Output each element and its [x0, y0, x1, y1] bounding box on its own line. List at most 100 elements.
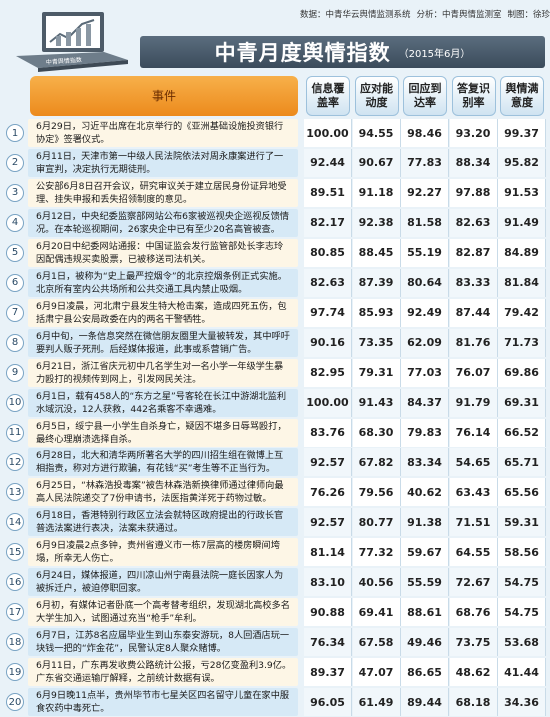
index-value: 82.95 [304, 358, 352, 387]
index-value: 76.14 [449, 418, 498, 447]
index-value: 88.34 [449, 148, 498, 177]
index-value: 61.49 [352, 688, 401, 717]
table-row: 9 6月21日，浙江省庆元初中几名学生对一名小学一年级学生暴力殴打的视频传到网上，… [6, 358, 546, 387]
index-value: 82.63 [449, 208, 498, 237]
table-row: 6 6月1日，被称为“史上最严控烟令”的北京控烟条例正式实施。北京所有室内公共场所… [6, 268, 546, 297]
row-number: 3 [6, 183, 24, 202]
table-row: 19 6月11日，广东再发收费公路统计公报，亏28亿变盈利3.9亿。广东省交通运输… [6, 658, 546, 687]
index-value: 94.55 [352, 119, 401, 147]
credit-data: 数据：中青华云舆情监测系统 [300, 10, 411, 20]
index-value: 92.38 [352, 208, 401, 237]
event-text: 6月12日，中央纪委监察部网站公布6家被巡视央企巡视反馈情况。在本轮巡视期间，2… [28, 208, 298, 237]
row-number: 2 [6, 153, 24, 172]
event-text: 6月7日，江苏8名应届毕业生到山东泰安游玩，8人回酒店玩一块钱一把的“炸金花”，… [28, 628, 298, 657]
index-value: 91.38 [401, 508, 449, 537]
index-value: 48.62 [449, 658, 498, 687]
row-number: 4 [6, 213, 24, 232]
table-row: 14 6月18日，香港特别行政区立法会就特区政府提出的行政长官普选法案进行表决，法… [6, 508, 546, 537]
table-row: 8 6月中旬，一条信息突然在微信朋友圈里大量被转发，其中呼吁要判人贩子死刑。后经媒… [6, 328, 546, 357]
index-value: 90.16 [304, 328, 352, 357]
title-banner: 中青月度舆情指数 （2015年6月） [140, 36, 545, 68]
row-number: 6 [6, 273, 24, 292]
event-text: 6月1日，被称为“史上最严控烟令”的北京控烟条例正式实施。北京所有室内公共场所和… [28, 268, 298, 297]
row-number: 8 [6, 333, 24, 352]
index-value: 65.71 [498, 448, 546, 477]
index-value: 90.67 [352, 148, 401, 177]
index-value: 80.64 [401, 268, 449, 297]
index-value: 59.67 [401, 538, 449, 567]
index-value: 93.20 [449, 119, 498, 147]
table-row: 15 6月9日凌晨2点多钟，贵州省遵义市一栋7层高的楼房瞬间垮塌，所幸无人伤亡。 8… [6, 538, 546, 567]
index-value: 55.19 [401, 238, 449, 267]
index-value: 80.85 [304, 238, 352, 267]
index-value: 63.43 [449, 478, 498, 507]
credit-drawing: 制图：徐珍珍 [507, 10, 550, 20]
index-value: 90.88 [304, 598, 352, 627]
index-value: 40.56 [352, 568, 401, 597]
index-value: 99.37 [498, 119, 546, 147]
index-value: 66.52 [498, 418, 546, 447]
index-value: 73.35 [352, 328, 401, 357]
index-value: 82.17 [304, 208, 352, 237]
index-value: 68.76 [449, 598, 498, 627]
index-value: 83.34 [401, 448, 449, 477]
index-value: 71.51 [449, 508, 498, 537]
column-header: 信息覆盖率 [306, 76, 350, 116]
row-number: 7 [6, 303, 24, 322]
event-text: 6月25日，“林森浩投毒案”被告林森浩新换律师通过律师向最高人民法院递交了7份申… [28, 478, 298, 507]
table-row: 7 6月9日凌晨，河北肃宁县发生特大枪击案，造成四死五伤，包括肃宁县公安局政委在内… [6, 298, 546, 327]
index-value: 80.77 [352, 508, 401, 537]
column-header: 答复识别率 [451, 76, 496, 116]
index-value: 69.41 [352, 598, 401, 627]
index-value: 84.37 [401, 388, 449, 417]
index-value: 88.61 [401, 598, 449, 627]
event-text: 6月5日，绥宁县一小学生自杀身亡，疑因不堪多日辱骂殴打，最终心理崩溃选择自杀。 [28, 418, 298, 447]
index-value: 79.42 [498, 298, 546, 327]
row-number: 19 [6, 663, 24, 682]
event-text: 6月9日凌晨2点多钟，贵州省遵义市一栋7层高的楼房瞬间垮塌，所幸无人伤亡。 [28, 538, 298, 567]
event-text: 公安部6月8日召开会议，研究审议关于建立居民身份证异地受理、挂失申报和丢失招领制… [28, 178, 298, 207]
index-value: 92.27 [401, 178, 449, 207]
index-value: 82.87 [449, 238, 498, 267]
table-row: 18 6月7日，江苏8名应届毕业生到山东泰安游玩，8人回酒店玩一块钱一把的“炸金花… [6, 628, 546, 657]
event-text: 6月28日，北大和清华两所著名大学的四川招生组在微博上互相指责，称对方进行欺骗，… [28, 448, 298, 477]
index-value: 92.57 [304, 448, 352, 477]
index-value: 79.31 [352, 358, 401, 387]
event-text: 6月11日，天津市第一中级人民法院依法对周永康案进行了一审宣判，决定执行无期徒刑… [28, 148, 298, 177]
table-row: 2 6月11日，天津市第一中级人民法院依法对周永康案进行了一审宣判，决定执行无期徒… [6, 148, 546, 177]
index-value: 81.84 [498, 268, 546, 297]
subtitle: （2015年6月） [398, 48, 471, 60]
row-number: 14 [6, 513, 24, 532]
index-value: 92.44 [304, 148, 352, 177]
event-text: 6月9日晚11点半，贵州毕节市七星关区四名留守儿童在家中服食农药中毒死亡。 [28, 688, 298, 717]
index-value: 54.75 [498, 598, 546, 627]
index-value: 67.82 [352, 448, 401, 477]
index-value: 59.31 [498, 508, 546, 537]
index-value: 40.62 [401, 478, 449, 507]
index-value: 81.76 [449, 328, 498, 357]
index-value: 89.44 [401, 688, 449, 717]
index-value: 79.83 [401, 418, 449, 447]
index-value: 34.36 [498, 688, 546, 717]
index-value: 88.45 [352, 238, 401, 267]
column-header: 回应到达率 [403, 76, 447, 116]
table-row: 20 6月9日晚11点半，贵州毕节市七星关区四名留守儿童在家中服食农药中毒死亡。 9… [6, 688, 546, 717]
index-value: 83.10 [304, 568, 352, 597]
index-value: 55.59 [401, 568, 449, 597]
row-number: 5 [6, 243, 24, 262]
column-header: 应对能动度 [354, 76, 399, 116]
event-text: 6月18日，香港特别行政区立法会就特区政府提出的行政长官普选法案进行表决，法案未… [28, 508, 298, 537]
row-number: 10 [6, 393, 24, 412]
index-value: 86.65 [401, 658, 449, 687]
index-value: 58.56 [498, 538, 546, 567]
index-value: 68.18 [449, 688, 498, 717]
index-value: 71.73 [498, 328, 546, 357]
table-row: 10 6月1日，载有458人的“东方之星”号客轮在长江中游湖北监利水域沉没，12人… [6, 388, 546, 417]
event-text: 6月24日，媒体报道，四川凉山州宁南县法院一庭长因家人为被拆迁户，被迫停职回家。 [28, 568, 298, 597]
index-value: 100.00 [304, 119, 352, 147]
index-value: 76.07 [449, 358, 498, 387]
event-text: 6月1日，载有458人的“东方之星”号客轮在长江中游湖北监利水域沉没，12人获救… [28, 388, 298, 417]
index-value: 73.75 [449, 628, 498, 657]
index-value: 68.30 [352, 418, 401, 447]
